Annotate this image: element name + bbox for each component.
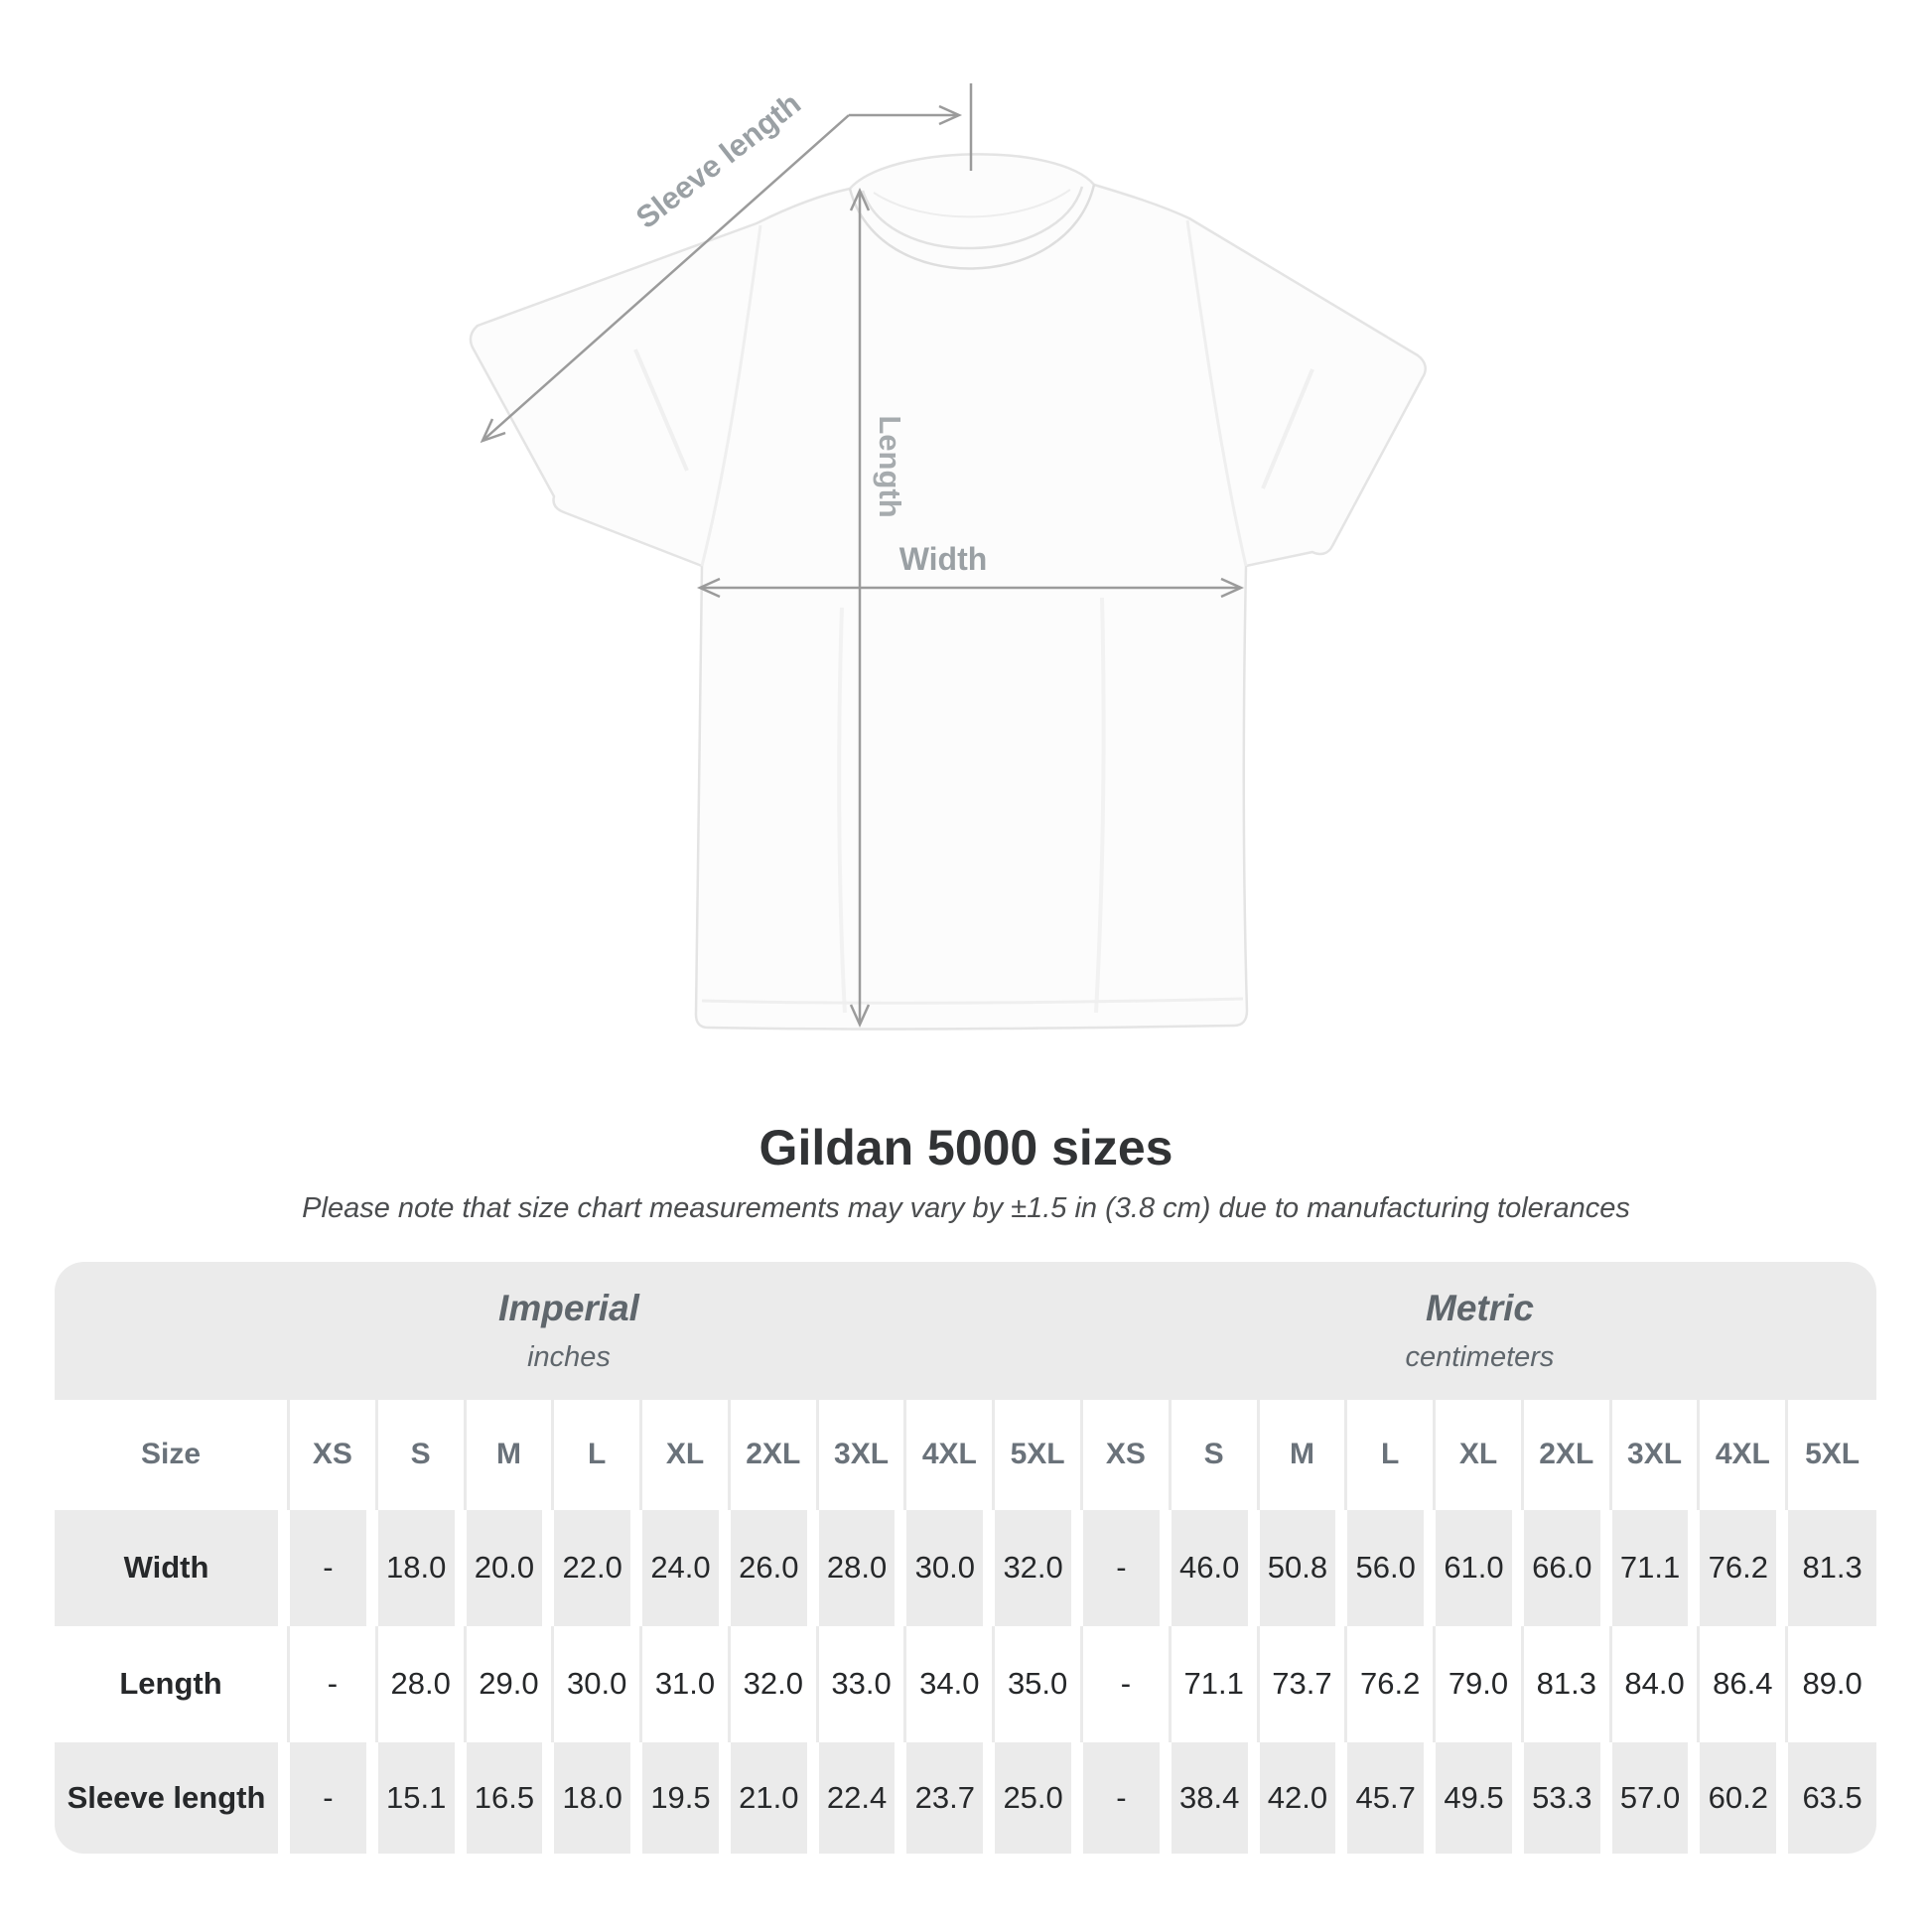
value-cell: 33.0 — [818, 1625, 907, 1742]
value-cell: 26.0 — [730, 1509, 819, 1626]
size-chart-table: Imperial inches Metric centimeters Size … — [55, 1261, 1876, 1854]
row-label: Length — [55, 1625, 290, 1742]
value-cell: 89.0 — [1788, 1625, 1876, 1742]
tshirt-measurement-diagram: Sleeve length Length Width — [469, 83, 1427, 1031]
value-cell: 15.1 — [377, 1741, 467, 1854]
tshirt-diagram-canvas: Sleeve length Length Width — [469, 83, 1427, 1031]
value-cell: 18.0 — [377, 1509, 467, 1626]
table-row-sleeve-length: Sleeve length - 15.1 16.5 18.0 19.5 21.0… — [55, 1741, 1876, 1854]
value-cell: 24.0 — [642, 1509, 731, 1626]
column-header-cell: S — [1172, 1399, 1260, 1510]
value-cell: 49.5 — [1436, 1741, 1524, 1854]
column-header-cell: XL — [642, 1399, 731, 1510]
width-arrow — [696, 577, 1245, 599]
column-header-cell: 3XL — [1612, 1399, 1701, 1510]
table-row-length: Length - 28.0 29.0 30.0 31.0 32.0 33.0 3… — [55, 1625, 1876, 1742]
value-cell: 53.3 — [1523, 1741, 1612, 1854]
value-cell: 23.7 — [906, 1741, 996, 1854]
row-label: Sleeve length — [55, 1741, 290, 1854]
value-cell: 50.8 — [1259, 1509, 1348, 1626]
value-cell: 38.4 — [1171, 1741, 1260, 1854]
value-cell: 22.4 — [818, 1741, 907, 1854]
column-header-cell: 3XL — [819, 1399, 907, 1510]
value-cell: 71.1 — [1171, 1625, 1260, 1742]
column-header-cell: 2XL — [731, 1399, 819, 1510]
value-cell: 86.4 — [1700, 1625, 1789, 1742]
value-cell: 31.0 — [642, 1625, 731, 1742]
value-cell: 28.0 — [818, 1509, 907, 1626]
column-header-cell: M — [467, 1399, 555, 1510]
value-cell: 81.3 — [1523, 1625, 1612, 1742]
value-cell: 32.0 — [730, 1625, 819, 1742]
column-header-cell: 5XL — [995, 1399, 1083, 1510]
table-row-width: Width - 18.0 20.0 22.0 24.0 26.0 28.0 30… — [55, 1509, 1876, 1626]
sleeve-length-arrow — [480, 83, 973, 444]
imperial-unit: inches — [527, 1340, 611, 1373]
value-cell: 19.5 — [642, 1741, 731, 1854]
value-cell: 81.3 — [1788, 1509, 1876, 1626]
column-header-cell: 2XL — [1524, 1399, 1612, 1510]
value-cell: 21.0 — [730, 1741, 819, 1854]
length-arrow — [849, 187, 871, 1029]
value-cell: 18.0 — [554, 1741, 643, 1854]
value-cell: 35.0 — [995, 1625, 1083, 1742]
value-cell: 57.0 — [1611, 1741, 1701, 1854]
metric-unit: centimeters — [1405, 1340, 1555, 1373]
value-cell: - — [290, 1741, 378, 1854]
column-header-cell: S — [378, 1399, 467, 1510]
value-cell: 22.0 — [554, 1509, 643, 1626]
value-cell: 28.0 — [377, 1625, 467, 1742]
value-cell: 66.0 — [1523, 1509, 1612, 1626]
value-cell: 63.5 — [1788, 1741, 1876, 1854]
value-cell: 79.0 — [1436, 1625, 1524, 1742]
column-header-cell: 5XL — [1805, 1438, 1861, 1471]
value-cell: 76.2 — [1700, 1509, 1789, 1626]
metric-group-header: Metric centimeters — [1083, 1261, 1876, 1400]
imperial-label: Imperial — [498, 1287, 639, 1328]
column-header-cell: XS — [1083, 1399, 1172, 1510]
metric-label: Metric — [1426, 1287, 1534, 1328]
value-cell: 84.0 — [1611, 1625, 1701, 1742]
column-header-cell: 4XL — [906, 1399, 996, 1510]
value-cell: 30.0 — [554, 1625, 643, 1742]
value-cell: 29.0 — [466, 1625, 555, 1742]
value-cell: 34.0 — [906, 1625, 996, 1742]
length-label: Length — [873, 415, 907, 517]
value-cell: 46.0 — [1171, 1509, 1260, 1626]
column-header-cell: 4XL — [1700, 1399, 1789, 1510]
value-cell: 30.0 — [906, 1509, 996, 1626]
value-cell: 32.0 — [995, 1509, 1083, 1626]
column-header-cell: L — [1347, 1399, 1437, 1510]
column-header-cell: L — [554, 1399, 643, 1510]
value-cell: - — [290, 1625, 378, 1742]
column-header-cell: XL — [1436, 1399, 1524, 1510]
value-cell: - — [1083, 1741, 1172, 1854]
size-column-header: Size — [55, 1399, 290, 1510]
value-cell: 61.0 — [1436, 1509, 1524, 1626]
imperial-group-header: Imperial inches — [55, 1261, 1083, 1400]
tolerance-note: Please note that size chart measurements… — [302, 1192, 1630, 1224]
value-cell: 76.2 — [1347, 1625, 1437, 1742]
value-cell: 45.7 — [1347, 1741, 1437, 1854]
width-label: Width — [899, 541, 988, 577]
value-cell: - — [1083, 1509, 1172, 1626]
value-cell: - — [1083, 1625, 1172, 1742]
unit-group-row: Imperial inches Metric centimeters — [55, 1261, 1876, 1400]
tshirt-image — [469, 153, 1427, 1031]
value-cell: 56.0 — [1347, 1509, 1437, 1626]
value-cell: 20.0 — [466, 1509, 555, 1626]
value-cell: 16.5 — [466, 1741, 555, 1854]
size-header-row: Size XS S M L XL 2XL 3XL 4XL 5XL XS S M … — [55, 1399, 1876, 1510]
row-label: Width — [55, 1509, 290, 1626]
page-title: Gildan 5000 sizes — [759, 1120, 1173, 1175]
value-cell: 42.0 — [1259, 1741, 1348, 1854]
value-cell: 60.2 — [1700, 1741, 1789, 1854]
column-header-cell: M — [1260, 1399, 1348, 1510]
value-cell: 25.0 — [995, 1741, 1083, 1854]
column-header-cell: XS — [290, 1399, 378, 1510]
value-cell: - — [290, 1509, 378, 1626]
value-cell: 73.7 — [1259, 1625, 1348, 1742]
value-cell: 71.1 — [1611, 1509, 1701, 1626]
